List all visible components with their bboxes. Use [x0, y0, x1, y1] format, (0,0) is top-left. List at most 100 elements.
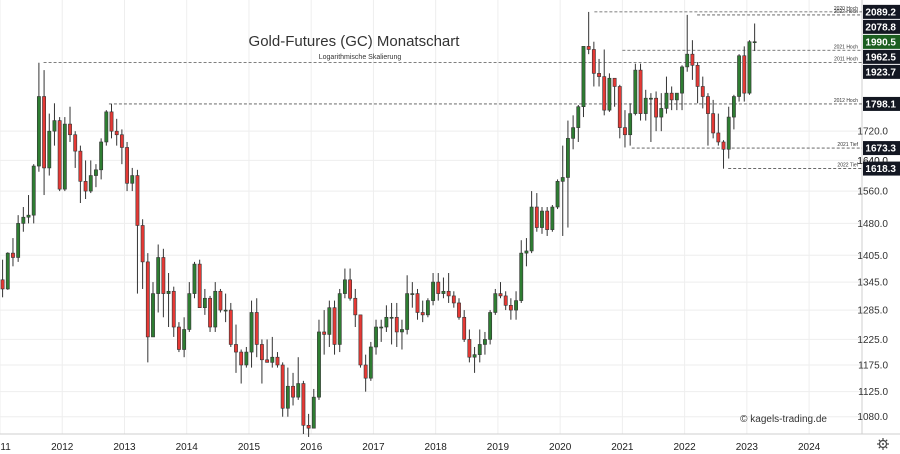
candle-body	[254, 312, 259, 345]
candle	[68, 106, 72, 142]
price-badge-label: 1618.3	[865, 164, 896, 175]
candle-body	[311, 396, 316, 429]
candle-body	[695, 64, 700, 87]
candle-body	[68, 123, 72, 136]
candle-body	[202, 297, 207, 308]
y-tick-label: 1175.0	[858, 360, 888, 371]
candle-body	[607, 77, 612, 111]
price-badge: 1618.3	[863, 161, 900, 176]
candle-body	[332, 307, 337, 345]
candle	[674, 92, 679, 111]
candle-body	[747, 41, 752, 94]
y-tick-label: 1225.0	[857, 335, 888, 346]
candle-body	[384, 316, 389, 328]
candle-body	[0, 279, 5, 290]
candle-body	[166, 290, 171, 294]
candle	[581, 46, 586, 118]
candle-body	[659, 108, 664, 118]
candle	[145, 253, 150, 363]
candle	[519, 240, 524, 303]
candle-body	[11, 252, 15, 258]
candle	[493, 288, 498, 315]
candle	[384, 305, 389, 332]
candle	[400, 319, 404, 350]
candle	[716, 113, 721, 146]
candle-body	[555, 181, 560, 208]
price-badge-label: 1673.3	[865, 144, 896, 155]
candle-body	[36, 96, 41, 167]
x-tick-label: 2011	[0, 442, 11, 453]
candle	[550, 205, 555, 232]
candle	[337, 288, 342, 353]
candle-body	[602, 76, 607, 111]
candle	[633, 63, 638, 116]
candle-body	[752, 41, 757, 44]
candle-body	[353, 297, 358, 316]
candle	[130, 167, 135, 192]
candle-body	[296, 383, 301, 398]
candle	[711, 99, 716, 139]
candle	[342, 268, 347, 299]
candle	[586, 11, 591, 55]
candle-body	[228, 309, 233, 345]
candle	[368, 341, 373, 381]
candle	[685, 14, 690, 72]
candle-body	[597, 73, 601, 77]
x-tick-label: 2013	[113, 442, 136, 453]
candle-body	[322, 331, 327, 335]
candle-body	[21, 216, 26, 224]
candle	[752, 23, 757, 52]
candle-body	[182, 329, 187, 350]
candle	[431, 273, 435, 306]
level-label: 2011 Hoch	[834, 57, 858, 63]
candle	[425, 298, 430, 318]
price-badge: 1962.5	[863, 49, 900, 64]
candle	[218, 288, 223, 313]
candle	[296, 357, 301, 400]
candle-body	[223, 309, 228, 312]
candle	[275, 352, 280, 368]
candle	[280, 362, 285, 417]
candle	[664, 76, 669, 114]
candle-body	[156, 257, 161, 294]
candle-body	[649, 97, 653, 100]
candle	[545, 207, 550, 236]
price-badge: 1923.7	[863, 64, 900, 79]
candle-body	[540, 210, 544, 228]
candle-body	[560, 177, 565, 182]
candle-body	[638, 69, 643, 114]
candle-body	[52, 120, 57, 132]
candle	[234, 324, 238, 373]
candle-body	[363, 364, 368, 379]
level-label: 2022 Tief	[837, 163, 858, 169]
price-badge-bg	[863, 4, 900, 19]
candle-body	[462, 316, 467, 340]
candle	[410, 282, 415, 308]
candle	[187, 282, 192, 332]
candle-body	[42, 96, 46, 169]
candle-body	[550, 206, 555, 230]
candle-body	[628, 113, 633, 136]
candle	[83, 160, 88, 200]
candle	[441, 277, 446, 299]
y-tick-label: 1640.0	[857, 156, 888, 167]
candle-body	[73, 134, 78, 152]
settings-icon[interactable]	[877, 438, 889, 450]
candle-body	[457, 302, 461, 318]
candle-body	[348, 279, 352, 299]
candle	[151, 282, 155, 338]
price-badge: 2078.8	[863, 19, 900, 34]
x-tick-label: 2021	[611, 442, 634, 453]
candle-body	[472, 354, 477, 358]
candle	[576, 104, 581, 142]
candle	[104, 110, 109, 146]
candle-body	[581, 46, 586, 108]
candle	[737, 54, 741, 102]
y-tick-label: 1640.0	[857, 156, 888, 167]
candle	[192, 261, 197, 299]
grid	[0, 0, 900, 435]
candle-body	[716, 132, 721, 143]
candle-body	[664, 92, 669, 109]
candle-body	[680, 66, 684, 94]
